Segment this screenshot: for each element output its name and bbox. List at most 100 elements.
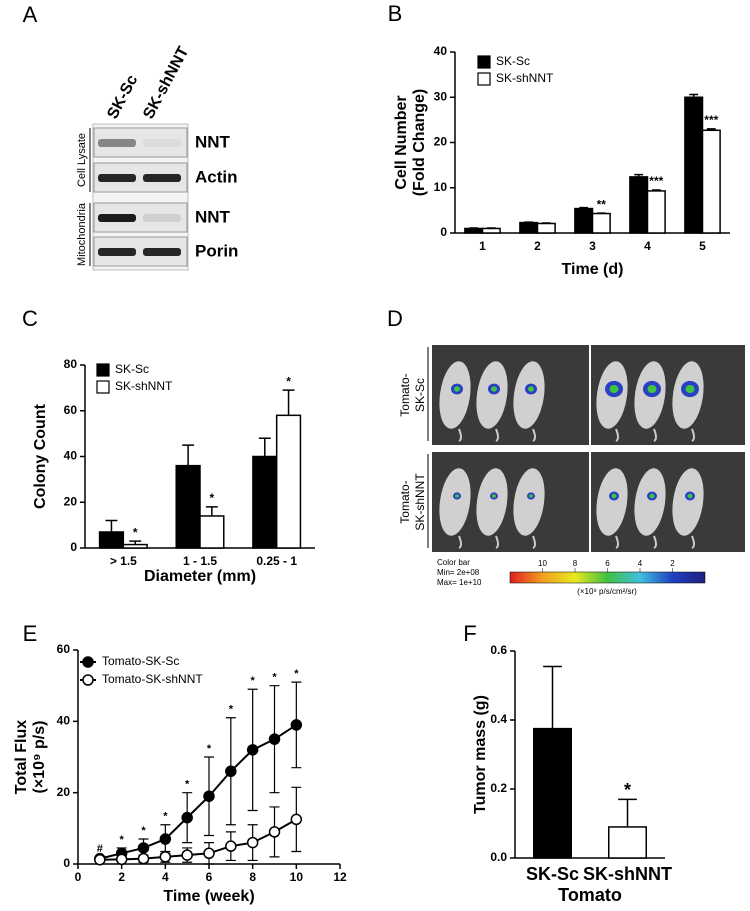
y-axis-title: Total Flux xyxy=(13,720,30,794)
y-axis-title: Cell Number xyxy=(393,95,410,189)
marker xyxy=(203,790,215,802)
x-tick-label: 4 xyxy=(644,239,651,253)
signal-core xyxy=(647,384,657,394)
legend-swatch xyxy=(96,380,110,394)
y-tick-label: 40 xyxy=(434,44,448,58)
legend-label: Tomato-SK-shNNT xyxy=(102,672,203,686)
x-axis-title: Diameter (mm) xyxy=(144,568,256,585)
bar xyxy=(608,826,647,859)
y-tick-label: 0 xyxy=(70,540,77,554)
mouse xyxy=(439,361,471,429)
x-tick-label: SK-Sc xyxy=(526,864,579,884)
mouse xyxy=(513,361,545,429)
x-tick-label: > 1.5 xyxy=(110,554,137,568)
marker xyxy=(159,833,172,845)
y-tick-label: 0.2 xyxy=(490,781,507,795)
mouse-tail xyxy=(532,535,536,549)
x-tick-label: 3 xyxy=(589,239,596,253)
significance: * xyxy=(133,525,138,539)
blot-group-label: Mitochondria xyxy=(76,202,88,266)
signal-core xyxy=(491,386,497,392)
bar xyxy=(533,727,572,859)
legend-swatch xyxy=(477,55,491,69)
series-line xyxy=(99,724,297,860)
y-tick-label: 0 xyxy=(63,856,70,870)
mouse xyxy=(476,468,508,536)
y-axis-title: (×10⁹ p/s) xyxy=(31,721,48,794)
mouse xyxy=(672,468,704,536)
significance: * xyxy=(272,672,277,684)
bar xyxy=(175,464,201,549)
mouse-tail xyxy=(458,428,462,442)
x-axis-title: Tomato xyxy=(558,885,622,905)
bar xyxy=(252,455,278,549)
signal-core xyxy=(611,493,617,499)
y-tick-label: 0.6 xyxy=(490,643,507,657)
bar xyxy=(536,222,556,234)
x-tick-label: SK-shNNT xyxy=(583,864,672,884)
error-bar xyxy=(689,93,699,98)
imaging-group-label: SK-Sc xyxy=(413,378,427,412)
mouse-tail xyxy=(495,428,499,442)
significance: * xyxy=(294,668,299,680)
blot-strip xyxy=(93,127,188,158)
error-bar xyxy=(651,189,661,191)
y-tick-label: 10 xyxy=(434,180,448,194)
y-tick-label: 20 xyxy=(434,135,448,149)
colorbar-note: Max= 1e+10 xyxy=(437,578,482,587)
error-bar xyxy=(706,128,716,131)
mouse-tail xyxy=(615,535,619,549)
x-tick-label: 0 xyxy=(75,870,82,884)
color-bar xyxy=(509,571,706,584)
marker xyxy=(225,765,237,778)
marker xyxy=(115,853,128,866)
significance: * xyxy=(210,491,215,505)
series-line xyxy=(99,818,297,861)
legend-label: SK-shNNT xyxy=(115,379,173,393)
bar xyxy=(275,414,302,549)
bar xyxy=(684,96,704,234)
marker xyxy=(181,811,193,824)
significance: *** xyxy=(704,113,718,127)
bar xyxy=(98,531,125,549)
mouse xyxy=(476,361,508,429)
imaging-group-label: Tomato- xyxy=(398,373,412,416)
x-tick-label: 10 xyxy=(290,870,304,884)
legend-marker xyxy=(82,656,94,668)
marker xyxy=(137,852,150,865)
colorbar-tick: 4 xyxy=(638,559,643,568)
blot-row-label: Actin xyxy=(195,167,238,186)
blot-band xyxy=(98,139,136,147)
signal-core xyxy=(528,386,534,392)
bar xyxy=(199,515,225,549)
y-tick-label: 60 xyxy=(57,642,71,656)
colorbar-tick: 10 xyxy=(538,559,547,568)
significance: * xyxy=(120,834,125,846)
significance: * xyxy=(229,704,234,716)
x-tick-label: 2 xyxy=(534,239,541,253)
significance: *** xyxy=(649,174,663,188)
colorbar-note: Color bar xyxy=(437,558,470,567)
legend-label: SK-Sc xyxy=(496,54,530,68)
panel-letter: D xyxy=(387,306,403,331)
error-bar xyxy=(634,173,644,177)
error-bar xyxy=(258,437,271,457)
legend-swatch xyxy=(477,72,491,86)
significance: * xyxy=(624,780,631,800)
y-tick-label: 0.0 xyxy=(490,850,507,864)
y-tick-label: 40 xyxy=(64,449,78,463)
mouse xyxy=(439,468,471,536)
signal-core xyxy=(455,494,459,498)
error-bar xyxy=(282,389,295,416)
mouse xyxy=(513,468,545,536)
x-axis-title: Time (d) xyxy=(562,261,624,278)
x-tick-label: 8 xyxy=(249,870,256,884)
x-axis-title: Time (week) xyxy=(163,888,254,905)
y-tick-label: 30 xyxy=(434,89,448,103)
y-tick-label: 0.4 xyxy=(490,712,507,726)
blot-band xyxy=(98,248,136,256)
signal-core xyxy=(609,384,619,394)
marker xyxy=(159,851,172,863)
y-axis-title: Colony Count xyxy=(32,403,49,509)
